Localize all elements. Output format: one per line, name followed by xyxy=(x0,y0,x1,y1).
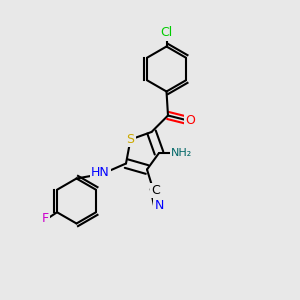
Text: S: S xyxy=(127,133,134,146)
Text: N: N xyxy=(154,199,164,212)
Text: Cl: Cl xyxy=(160,26,172,40)
Text: HN: HN xyxy=(91,166,110,179)
Text: C: C xyxy=(152,184,160,197)
Text: F: F xyxy=(41,212,49,225)
Text: NH₂: NH₂ xyxy=(171,148,192,158)
Text: O: O xyxy=(186,113,195,127)
